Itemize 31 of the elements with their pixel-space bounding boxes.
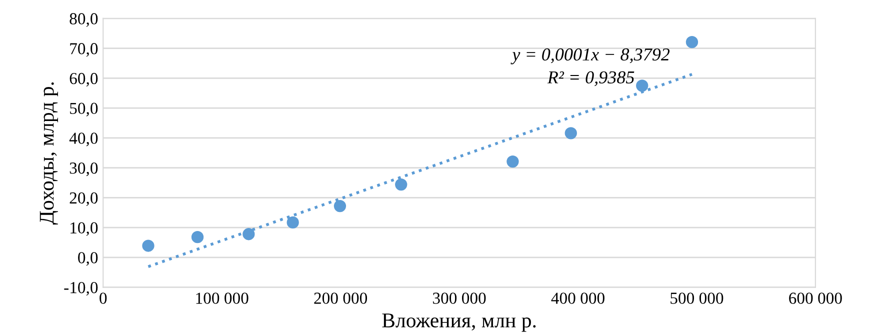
x-tick-label: 300 000 xyxy=(433,292,486,304)
y-axis-title: Доходы, млрд р. xyxy=(40,82,58,225)
x-tick-label: 0 xyxy=(100,292,107,304)
y-tick-label: 20,0 xyxy=(70,192,98,206)
y-tick-label: 40,0 xyxy=(69,132,98,146)
point xyxy=(242,228,255,240)
x-tick-label: 500 000 xyxy=(670,292,724,304)
x-tick-label: 100 000 xyxy=(196,292,248,304)
y-tick-label: 60,0 xyxy=(70,72,98,87)
point xyxy=(686,36,698,48)
point xyxy=(286,216,299,229)
point xyxy=(191,231,204,244)
point xyxy=(334,200,346,212)
y-tick-label: -10,0 xyxy=(64,282,98,296)
point xyxy=(506,155,519,168)
y-tick-label: 70,0 xyxy=(70,43,98,57)
x-tick-label: 600 000 xyxy=(789,292,842,304)
x-axis-title: Вложения, млн р. xyxy=(382,314,536,332)
y-tick-label: 0,0 xyxy=(78,252,98,266)
x-tick-label: 400 000 xyxy=(551,292,604,304)
annotation: R² = 0,9385 xyxy=(547,71,634,86)
x-tick-label: 200 000 xyxy=(314,292,368,304)
y-tick-label: 80,0 xyxy=(70,13,98,27)
y-tick-label: 30,0 xyxy=(70,162,98,176)
point xyxy=(142,240,154,252)
point xyxy=(564,127,577,140)
y-tick-label: 50,0 xyxy=(70,102,98,116)
point xyxy=(636,80,648,92)
annotation: y = 0,0001x − 8,3792 xyxy=(510,48,670,64)
y-tick-label: 10,0 xyxy=(70,222,98,236)
point xyxy=(395,178,408,191)
